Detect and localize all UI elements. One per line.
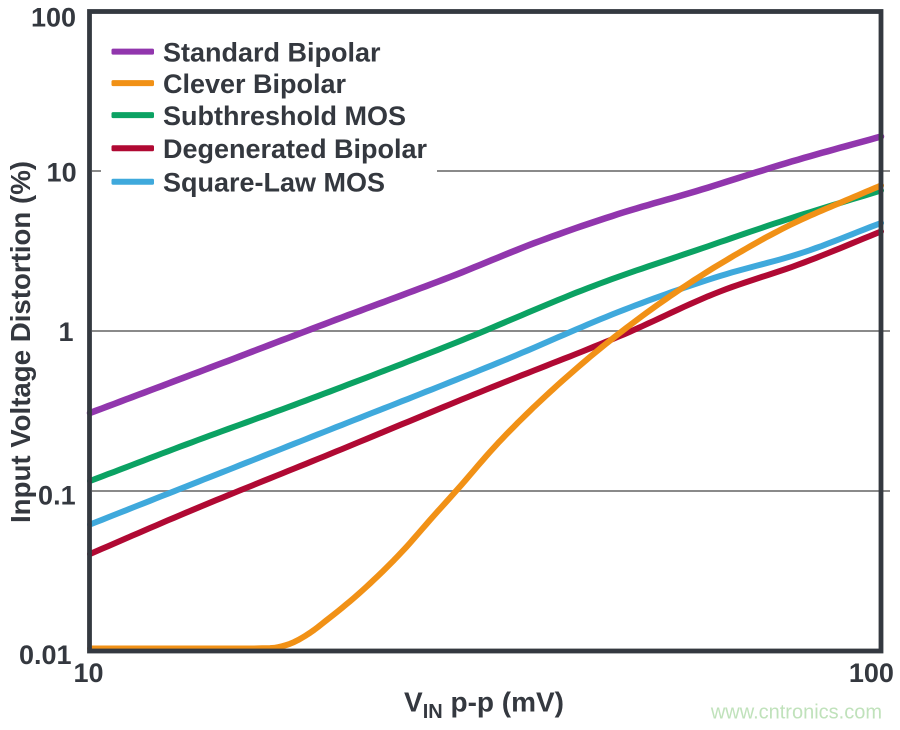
svg-text:1: 1 [58, 317, 73, 347]
svg-text:0.1: 0.1 [38, 481, 76, 511]
svg-text:0.01: 0.01 [19, 640, 72, 670]
svg-text:10: 10 [47, 157, 77, 187]
svg-text:100: 100 [849, 658, 894, 688]
svg-text:Clever Bipolar: Clever Bipolar [163, 69, 347, 99]
svg-text:Subthreshold MOS: Subthreshold MOS [163, 101, 406, 131]
svg-text:Degenerated Bipolar: Degenerated Bipolar [163, 134, 428, 164]
svg-text:100: 100 [31, 2, 76, 32]
svg-text:www.cntronics.com: www.cntronics.com [710, 702, 882, 724]
svg-text:Input Voltage Distortion (%): Input Voltage Distortion (%) [5, 161, 36, 523]
svg-text:Standard Bipolar: Standard Bipolar [163, 37, 381, 67]
svg-text:10: 10 [73, 658, 103, 688]
svg-text:Square-Law MOS: Square-Law MOS [163, 168, 385, 198]
svg-text:VIN p-p (mV): VIN p-p (mV) [404, 687, 564, 724]
